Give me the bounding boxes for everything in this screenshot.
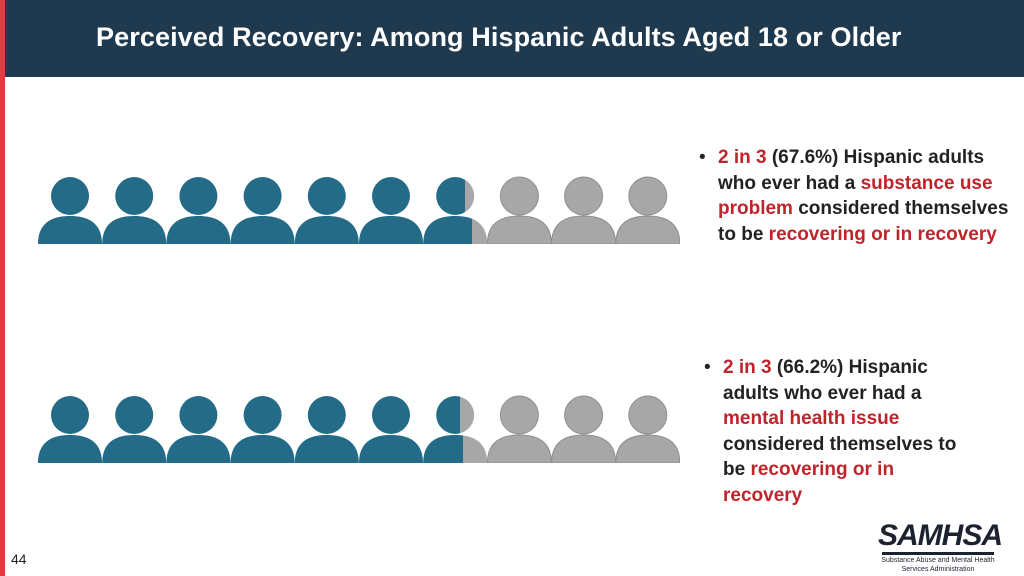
stat-outcome: recovering or in recovery — [768, 223, 997, 245]
person-body — [38, 435, 102, 463]
left-accent-bar — [0, 0, 5, 576]
slide-header: Perceived Recovery: Among Hispanic Adult… — [5, 0, 1024, 77]
person-icon — [423, 396, 488, 463]
stat-percent: (67.6%) — [771, 147, 839, 168]
stat-text: considered themselves to be — [718, 198, 1009, 245]
stat-outcome: recovering or in recovery — [723, 459, 895, 506]
person-icon — [38, 396, 102, 463]
stat-substance-use: • 2 in 3 (67.6%) Hispanic adults who eve… — [699, 145, 1018, 247]
person-icon — [102, 177, 167, 244]
person-icon — [359, 396, 423, 463]
logo-subtitle: Substance Abuse and Mental Health — [881, 557, 995, 564]
stat-percent: (66.2%) — [776, 357, 844, 378]
person-icon — [486, 395, 552, 463]
pictogram-svg — [38, 395, 680, 463]
slide-title: Perceived Recovery: Among Hispanic Adult… — [96, 22, 902, 52]
person-body — [166, 435, 231, 463]
person-head — [436, 177, 475, 215]
stat-ratio: 2 in 3 — [723, 357, 772, 378]
person-icon — [230, 177, 295, 244]
stat-text: Hispanic adults who ever had a — [723, 357, 928, 404]
people-pictogram-mental-health — [38, 393, 680, 463]
person-head — [179, 177, 218, 215]
samhsa-logo: SAMHSA Substance Abuse and Mental Health… — [878, 519, 1003, 574]
person-body — [294, 216, 359, 244]
logo-wordmark: SAMHSA — [878, 519, 1003, 552]
stat-condition: substance use problem — [718, 172, 993, 220]
stat-ratio: 2 in 3 — [718, 147, 767, 168]
person-icon — [551, 176, 617, 244]
person-body — [359, 435, 423, 463]
bullet-icon: • — [699, 147, 706, 168]
person-body — [294, 435, 359, 463]
person-body — [486, 215, 552, 244]
person-body — [423, 216, 488, 244]
stat-mental-health: • 2 in 3 (66.2%) Hispanic adults who eve… — [704, 355, 973, 508]
person-body — [102, 435, 167, 463]
person-head — [51, 396, 89, 434]
person-head — [115, 177, 154, 215]
person-head — [115, 396, 154, 434]
person-body — [486, 434, 552, 463]
person-head — [628, 395, 668, 435]
person-head — [51, 177, 89, 215]
person-head — [564, 395, 604, 435]
person-head — [179, 396, 218, 434]
person-icon — [102, 396, 167, 463]
person-body — [615, 434, 680, 463]
logo-subtitle: Services Administration — [901, 565, 975, 573]
stat-text: Hispanic adults who ever had a — [718, 147, 985, 194]
person-icon — [615, 176, 680, 244]
person-body — [615, 215, 680, 244]
person-icon — [294, 396, 359, 463]
person-body — [166, 216, 231, 244]
person-body — [38, 216, 102, 244]
person-body — [102, 216, 167, 244]
person-head — [243, 177, 282, 215]
bullet-icon: • — [704, 357, 711, 378]
stat-condition: mental health issue — [723, 408, 900, 429]
logo-underline — [882, 552, 994, 555]
person-head — [372, 396, 410, 434]
person-head — [307, 396, 346, 434]
person-icon — [230, 396, 295, 463]
person-body — [230, 435, 295, 463]
people-pictogram-substance-use — [38, 174, 680, 244]
pictogram-svg — [38, 176, 680, 244]
stat-text: considered themselves to be — [723, 433, 957, 481]
person-body — [230, 216, 295, 244]
person-icon — [294, 177, 359, 244]
person-icon — [423, 177, 488, 244]
person-icon — [615, 395, 680, 463]
person-head — [499, 176, 539, 216]
person-icon — [38, 177, 102, 244]
person-head — [564, 176, 604, 216]
person-head — [307, 177, 346, 215]
person-body — [423, 435, 488, 463]
person-icon — [166, 177, 231, 244]
person-head — [436, 396, 475, 434]
person-body — [359, 216, 423, 244]
person-head — [499, 395, 539, 435]
person-body — [551, 215, 617, 244]
person-icon — [551, 395, 617, 463]
person-head — [372, 177, 410, 215]
person-icon — [359, 177, 423, 244]
person-icon — [166, 396, 231, 463]
person-body — [551, 434, 617, 463]
page-number: 44 — [11, 551, 27, 567]
person-head — [243, 396, 282, 434]
person-icon — [486, 176, 552, 244]
person-head — [628, 176, 668, 216]
